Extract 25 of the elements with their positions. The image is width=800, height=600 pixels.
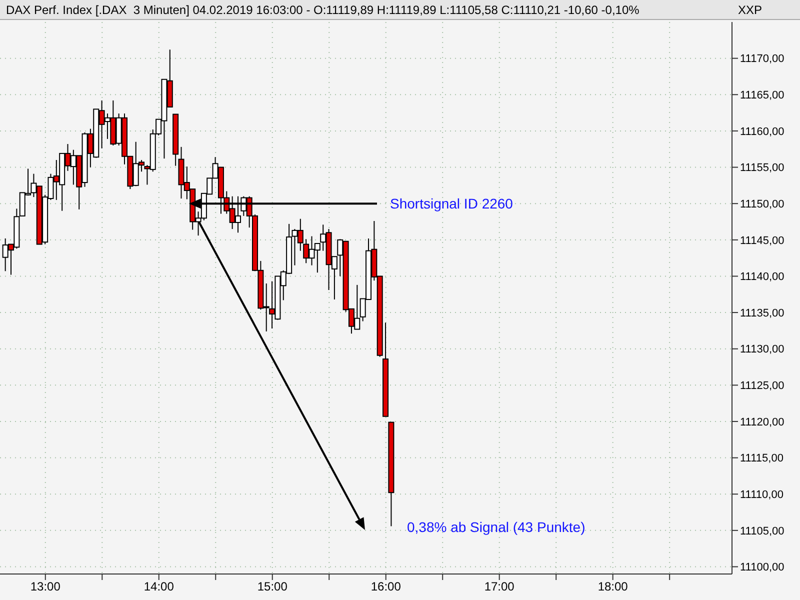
y-tick-label: 11110,00 xyxy=(740,489,784,502)
y-tick-label: 11120,00 xyxy=(740,416,784,428)
x-tick-label: 17:00 xyxy=(484,580,515,594)
x-tick-label: 14:00 xyxy=(144,580,174,594)
y-tick-label: 11135,00 xyxy=(740,307,784,320)
x-tick-label: 18:00 xyxy=(598,580,628,594)
y-tick-label: 11170,00 xyxy=(740,53,784,66)
chart-title: DAX Perf. Index [.DAX 3 Minuten] 04.02.2019 16:03:00 - O:11119,89 H:11119,89 L:11105,58 C:11110,21 -10,60 -0,10% xyxy=(6,2,640,19)
y-tick-label: 11165,00 xyxy=(740,90,784,102)
y-tick-label: 11140,00 xyxy=(740,271,784,284)
y-axis-title: XXP xyxy=(738,2,762,19)
y-tick-label: 11145,00 xyxy=(740,234,784,247)
x-tick-label: 16:00 xyxy=(370,580,402,594)
annotation: Shortsignal ID 2260 xyxy=(390,196,514,212)
y-tick-label: 11160,00 xyxy=(740,126,784,138)
y-tick-label: 11125,00 xyxy=(740,380,784,392)
annotation: 0,38% ab Signal (43 Punkte) xyxy=(407,519,586,535)
y-tick-label: 11115,00 xyxy=(740,452,784,465)
y-tick-label: 11150,00 xyxy=(740,198,784,210)
y-tick-label: 11105,00 xyxy=(740,525,784,538)
x-tick-label: 13:00 xyxy=(30,580,61,594)
x-tick-label: 15:00 xyxy=(257,580,288,594)
y-tick-label: 11130,00 xyxy=(740,344,784,356)
y-tick-label: 11155,00 xyxy=(740,162,784,174)
y-tick-label: 11100,00 xyxy=(740,562,784,574)
